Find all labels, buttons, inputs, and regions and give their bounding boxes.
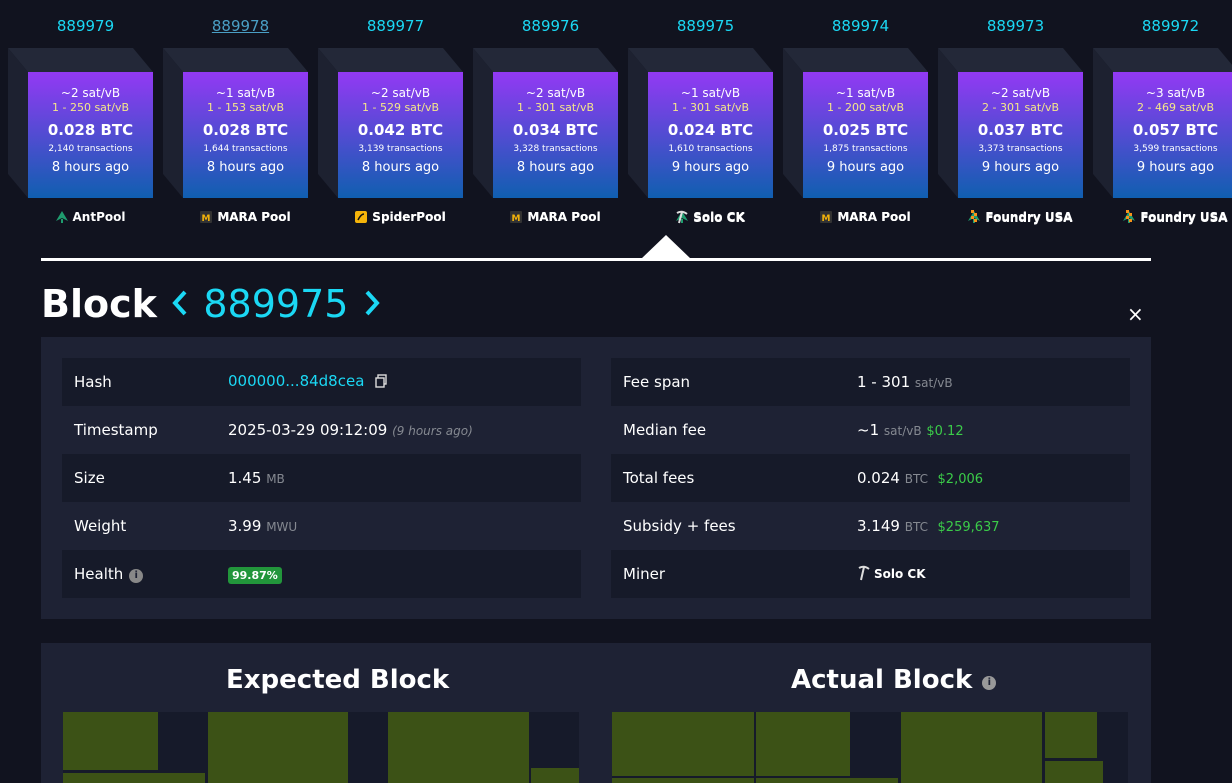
- expected-block-title: Expected Block: [226, 665, 450, 695]
- block-details-panel: Hash 000000...84d8cea Timestamp 2025-03-…: [41, 337, 1151, 619]
- pool-label[interactable]: M MARA Pool: [510, 210, 601, 224]
- miner-link[interactable]: Solo CK: [874, 566, 926, 581]
- pool-label[interactable]: AntPool: [8, 210, 173, 224]
- block-height-link[interactable]: 889977: [366, 17, 425, 35]
- antpool-icon: [55, 211, 68, 223]
- block-height-link[interactable]: 889973: [986, 17, 1045, 35]
- svg-text:M: M: [202, 214, 211, 223]
- selected-block-pointer: [641, 235, 691, 259]
- blockchain-strip: 889979 ~2 sat/vB 1 - 250 sat/vB 0.028 BT…: [0, 0, 1232, 240]
- actual-block-treemap[interactable]: [612, 712, 1128, 783]
- pickaxe-icon: [857, 565, 871, 585]
- block-height-link[interactable]: 889979: [56, 17, 115, 35]
- pickaxe-icon: [676, 210, 688, 224]
- expected-block-treemap[interactable]: [63, 712, 579, 783]
- pool-label[interactable]: Foundry USA: [1093, 210, 1232, 225]
- spiderpool-icon: [355, 211, 368, 223]
- svg-text:M: M: [512, 214, 521, 223]
- block-item[interactable]: 889979 ~2 sat/vB 1 - 250 sat/vB 0.028 BT…: [8, 0, 163, 240]
- table-row: Weight 3.99 MWU: [74, 517, 298, 535]
- block-cube[interactable]: ~1 sat/vB 1 - 200 sat/vB 0.025 BTC 1,875…: [803, 72, 928, 198]
- block-height-link[interactable]: 889975: [676, 17, 735, 35]
- block-item[interactable]: 889973 ~2 sat/vB 2 - 301 sat/vB 0.037 BT…: [938, 0, 1093, 240]
- block-height-link[interactable]: 889978: [211, 17, 270, 35]
- info-icon[interactable]: i: [982, 676, 997, 690]
- table-row: Subsidy + fees 3.149 BTC $259,637: [623, 517, 1000, 535]
- block-height-link[interactable]: 889976: [521, 17, 580, 35]
- foundry-usa-icon: [1123, 210, 1135, 222]
- mara-pool-icon: M: [510, 211, 523, 224]
- block-cube[interactable]: ~2 sat/vB 1 - 301 sat/vB 0.034 BTC 3,328…: [493, 72, 618, 198]
- block-item[interactable]: 889978 ~1 sat/vB 1 - 153 sat/vB 0.028 BT…: [163, 0, 318, 240]
- pool-label[interactable]: M MARA Pool: [200, 210, 291, 224]
- block-cube[interactable]: ~2 sat/vB 2 - 301 sat/vB 0.037 BTC 3,373…: [958, 72, 1083, 198]
- foundry-usa-icon: [968, 210, 980, 222]
- health-badge: 99.87%: [228, 567, 282, 584]
- info-icon[interactable]: i: [129, 569, 144, 583]
- block-hash-link[interactable]: 000000...84d8cea: [228, 372, 365, 390]
- pool-label[interactable]: M MARA Pool: [820, 210, 911, 224]
- table-row: Total fees 0.024 BTC $2,006: [611, 454, 1130, 502]
- block-details-left: Hash 000000...84d8cea Timestamp 2025-03-…: [62, 358, 581, 598]
- svg-text:M: M: [822, 214, 831, 223]
- block-height-link[interactable]: 889974: [831, 17, 890, 35]
- table-row: Median fee ~1 sat/vB $0.12: [623, 421, 964, 439]
- block-cube[interactable]: ~1 sat/vB 1 - 153 sat/vB 0.028 BTC 1,644…: [183, 72, 308, 198]
- table-row: Fee span 1 - 301 sat/vB: [611, 358, 1130, 406]
- chevron-right-icon[interactable]: [362, 282, 382, 326]
- selection-divider: [41, 258, 1151, 261]
- block-cube[interactable]: ~1 sat/vB 1 - 301 sat/vB 0.024 BTC 1,610…: [648, 72, 773, 198]
- block-cube[interactable]: ~3 sat/vB 2 - 469 sat/vB 0.057 BTC 3,599…: [1113, 72, 1232, 198]
- close-icon[interactable]: ×: [1127, 302, 1144, 326]
- block-visualization-panel: Expected Block Actual Block i: [41, 643, 1151, 783]
- pool-label[interactable]: SpiderPool: [318, 210, 483, 224]
- table-row: Size 1.45 MB: [62, 454, 581, 502]
- block-details-right: Fee span 1 - 301 sat/vB Median fee ~1 sa…: [611, 358, 1130, 598]
- pool-label[interactable]: Solo CK: [628, 210, 793, 224]
- pool-label[interactable]: Solo CK: [628, 210, 793, 225]
- mara-pool-icon: M: [820, 211, 833, 224]
- block-height-link[interactable]: 889972: [1141, 17, 1200, 35]
- block-cube[interactable]: ~2 sat/vB 1 - 250 sat/vB 0.028 BTC 2,140…: [28, 72, 153, 198]
- chevron-left-icon[interactable]: [170, 282, 190, 326]
- pool-label[interactable]: Foundry USA: [938, 210, 1103, 225]
- table-row: Hash 000000...84d8cea: [62, 358, 581, 406]
- block-item[interactable]: 889974 ~1 sat/vB 1 - 200 sat/vB 0.025 BT…: [783, 0, 938, 240]
- block-item[interactable]: 889977 ~2 sat/vB 1 - 529 sat/vB 0.042 BT…: [318, 0, 473, 240]
- table-row: Timestamp 2025-03-29 09:12:09 (9 hours a…: [74, 421, 473, 439]
- block-item[interactable]: 889972 ~3 sat/vB 2 - 469 sat/vB 0.057 BT…: [1093, 0, 1232, 240]
- table-row: Health i 99.87%: [62, 550, 581, 598]
- block-item[interactable]: 889976 ~2 sat/vB 1 - 301 sat/vB 0.034 BT…: [473, 0, 628, 240]
- actual-block-title: Actual Block i: [791, 665, 997, 695]
- antpool-icon: [676, 211, 689, 223]
- block-item[interactable]: 889975 ~1 sat/vB 1 - 301 sat/vB 0.024 BT…: [628, 0, 783, 240]
- mara-pool-icon: M: [200, 211, 213, 224]
- block-cube[interactable]: ~2 sat/vB 1 - 529 sat/vB 0.042 BTC 3,139…: [338, 72, 463, 198]
- table-row: Miner Solo CK: [611, 550, 1130, 598]
- page-title: Block 889975: [41, 282, 382, 326]
- copy-icon[interactable]: [375, 374, 387, 392]
- block-height: 889975: [203, 282, 349, 326]
